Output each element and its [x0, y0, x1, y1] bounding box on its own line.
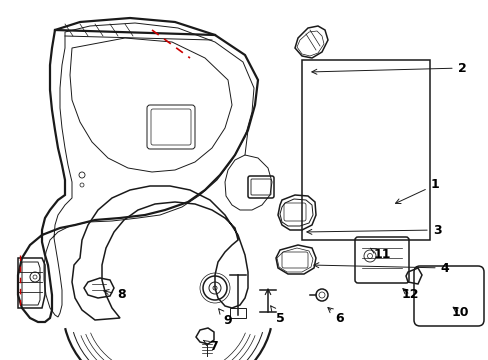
- Text: 8: 8: [103, 288, 126, 302]
- Text: 11: 11: [369, 248, 390, 261]
- Text: 9: 9: [218, 309, 232, 327]
- Text: 6: 6: [327, 307, 344, 324]
- Text: 4: 4: [313, 261, 448, 274]
- Text: 2: 2: [311, 62, 466, 75]
- Text: 7: 7: [203, 340, 217, 354]
- Text: 5: 5: [270, 306, 284, 324]
- Text: 3: 3: [306, 224, 440, 237]
- Text: 1: 1: [395, 179, 439, 203]
- Text: 10: 10: [450, 306, 468, 319]
- Bar: [302, 60, 429, 240]
- Text: 12: 12: [401, 288, 418, 302]
